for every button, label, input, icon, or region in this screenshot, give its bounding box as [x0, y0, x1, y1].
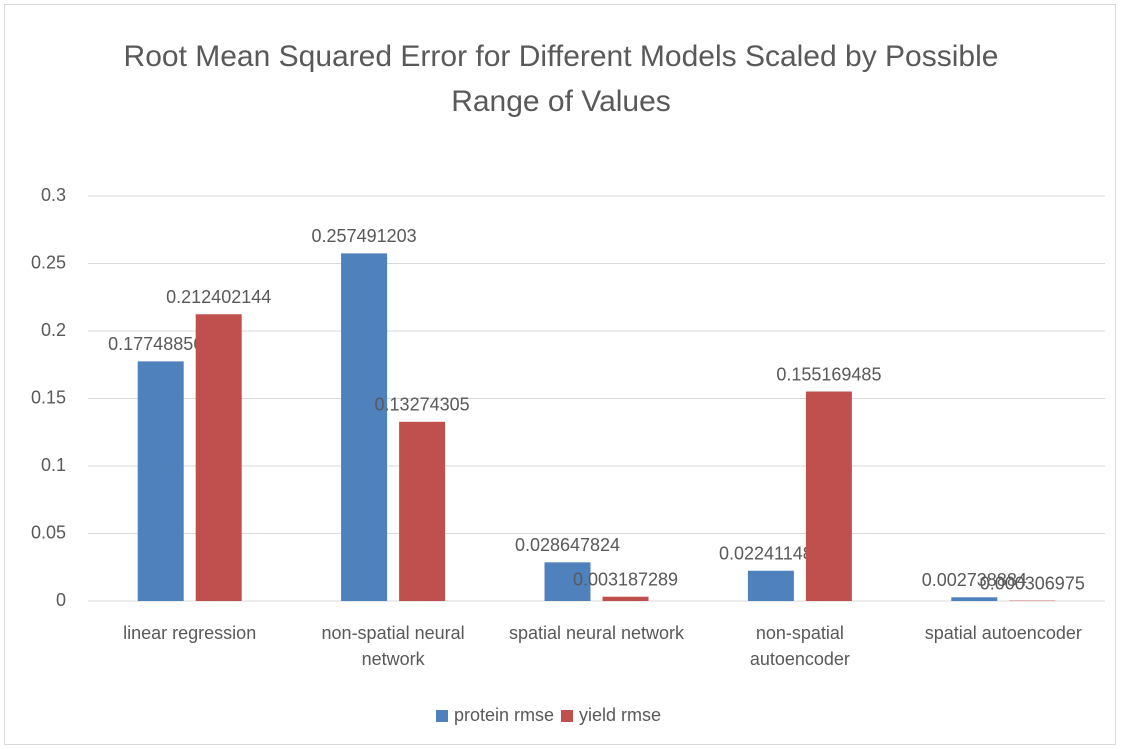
data-label: 0.13274305: [375, 395, 470, 415]
bar: [805, 391, 852, 601]
data-label: 0.177488569: [108, 334, 213, 354]
y-tick-label: 0.2: [41, 320, 66, 340]
bar: [544, 562, 591, 601]
data-label: 0.003187289: [573, 569, 678, 589]
x-tick-label: non-spatial neural network: [321, 623, 465, 669]
y-tick-label: 0: [56, 590, 66, 610]
bar: [951, 597, 998, 601]
bar: [137, 361, 184, 601]
data-label: 0.000306975: [980, 573, 1085, 593]
legend-label: yield rmse: [579, 705, 661, 725]
bar: [747, 570, 794, 601]
data-label: 0.155169485: [776, 364, 881, 384]
y-tick-label: 0.15: [31, 387, 66, 407]
legend-swatch: [436, 710, 448, 722]
legend-label: protein rmse: [454, 705, 554, 725]
bar: [399, 421, 446, 601]
x-tick-label: spatial neural network: [508, 623, 685, 643]
bar: [602, 596, 649, 601]
y-tick-label: 0.05: [31, 522, 66, 542]
y-tick-label: 0.3: [41, 185, 66, 205]
data-label: 0.022411485: [719, 543, 823, 563]
chart-title: Root Mean Squared Error for Different Mo…: [123, 40, 999, 118]
y-tick-label: 0.25: [31, 252, 66, 272]
y-tick-label: 0.1: [41, 455, 66, 475]
data-label: 0.028647824: [515, 535, 620, 555]
legend-swatch: [561, 710, 573, 722]
chart-border: [4, 4, 1116, 745]
x-tick-label: spatial autoencoder: [924, 623, 1082, 643]
bar: [195, 314, 242, 601]
data-label: 0.212402144: [166, 287, 271, 307]
x-tick-label: linear regression: [123, 623, 257, 643]
data-label: 0.257491203: [312, 226, 417, 246]
bar: [341, 253, 388, 601]
data-label: 0.002738884: [922, 570, 1027, 590]
x-tick-label: non-spatial autoencoder: [749, 623, 850, 669]
